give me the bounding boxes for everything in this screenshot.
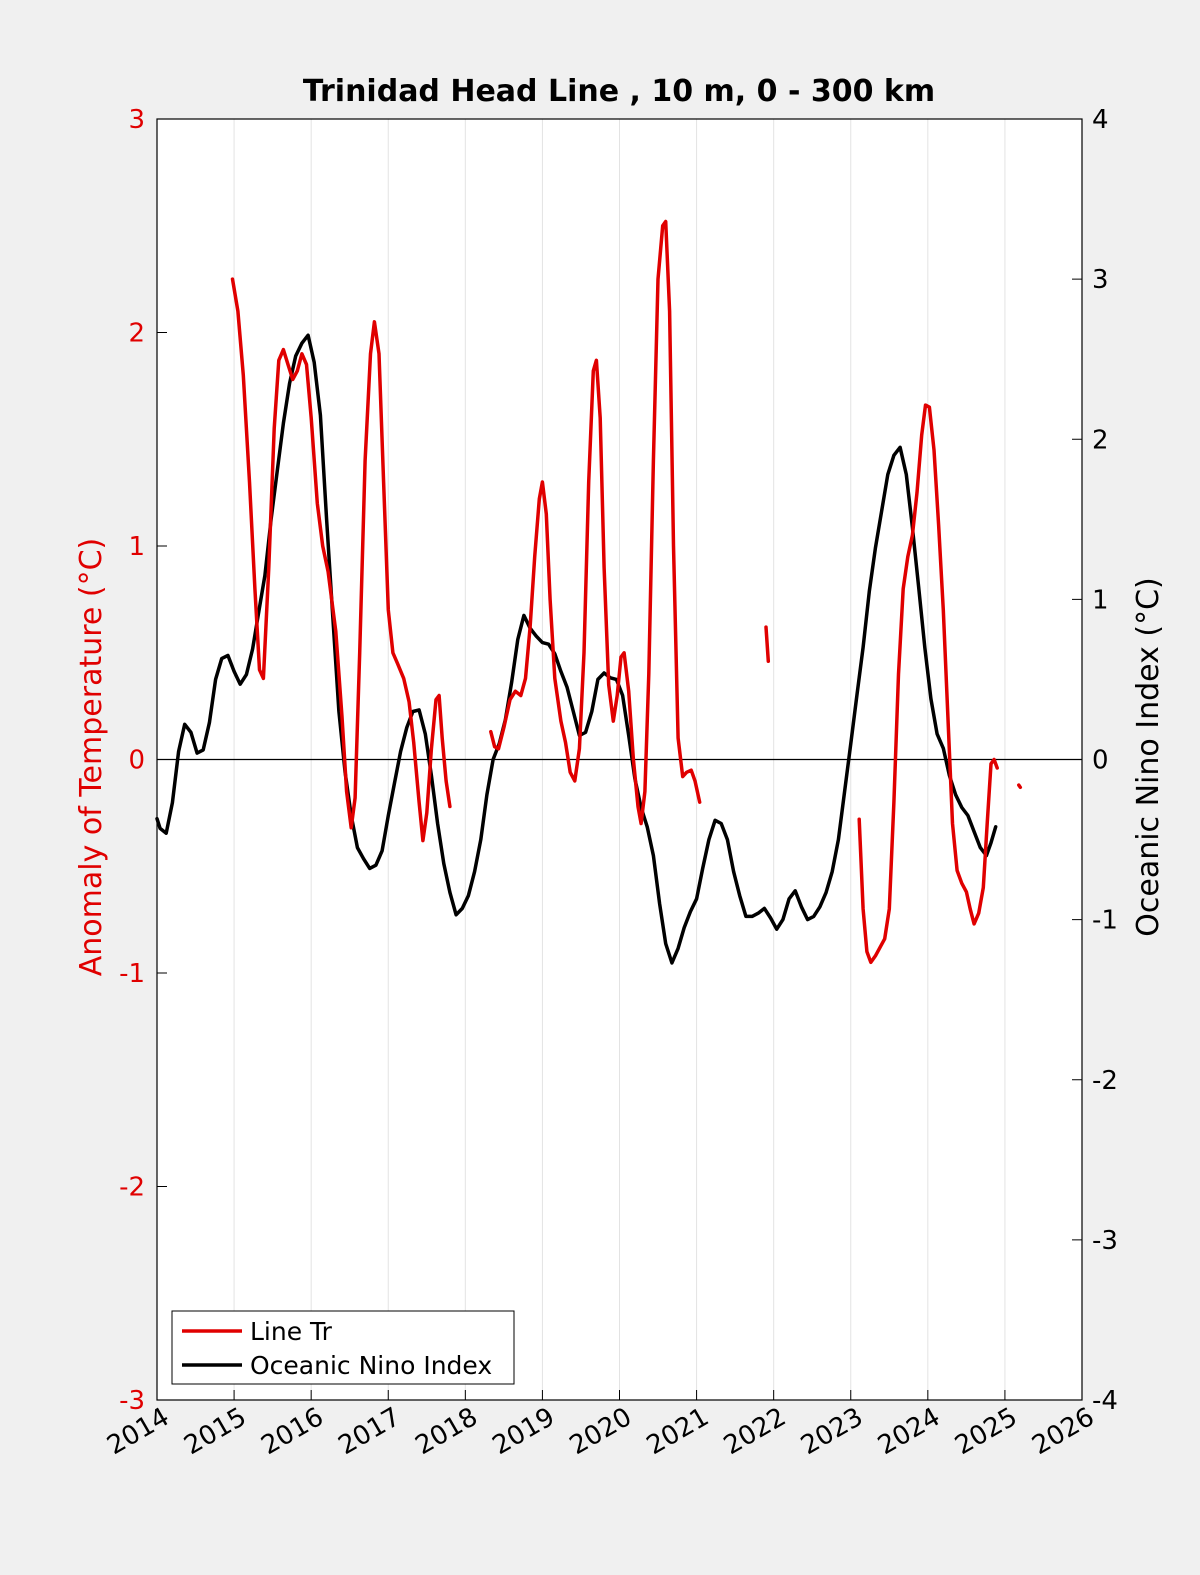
series-group — [155, 219, 1023, 965]
right-axis: -4 -3 -2 -1 0 1 2 3 4 — [1072, 105, 1118, 1416]
right-tick-label: 3 — [1092, 265, 1109, 295]
chart-title: Trinidad Head Line , 10 m, 0 - 300 km — [303, 74, 935, 109]
left-tick-label: -1 — [119, 959, 145, 989]
legend-box — [171, 1310, 515, 1385]
left-tick-label: -3 — [119, 1386, 145, 1416]
right-tick-label: 4 — [1092, 105, 1109, 135]
left-axis: -3 -2 -1 0 1 2 3 — [119, 105, 167, 1416]
series-line-line-tr — [489, 219, 702, 826]
series-line-line-tr — [230, 277, 452, 843]
right-tick-label: 2 — [1092, 425, 1109, 455]
left-axis-label: Anomaly of Temperature (°C) — [74, 538, 109, 977]
right-tick-label: -4 — [1092, 1386, 1118, 1416]
left-tick-label: 1 — [128, 532, 145, 562]
left-tick-label: -2 — [119, 1173, 145, 1203]
left-tick-label: 0 — [128, 746, 145, 776]
legend-label-oni: Oceanic Nino Index — [250, 1351, 492, 1380]
left-tick-label: 3 — [128, 105, 145, 135]
series-line-line-tr — [1017, 783, 1023, 790]
left-tick-label: 2 — [128, 319, 145, 349]
right-tick-label: 0 — [1092, 746, 1109, 776]
right-tick-label: -3 — [1092, 1226, 1118, 1256]
legend-label-line-tr: Line Tr — [250, 1317, 333, 1346]
right-tick-label: -2 — [1092, 1066, 1118, 1096]
right-tick-label: 1 — [1092, 585, 1109, 615]
right-tick-label: -1 — [1092, 906, 1118, 936]
series-line-line-tr — [857, 403, 999, 965]
legend: Line Tr Oceanic Nino Index — [171, 1310, 515, 1385]
series-line-line-tr — [764, 625, 771, 664]
right-axis-label: Oceanic Nino Index (°C) — [1131, 577, 1166, 937]
series-line-oceanic-nino-index — [155, 333, 998, 965]
